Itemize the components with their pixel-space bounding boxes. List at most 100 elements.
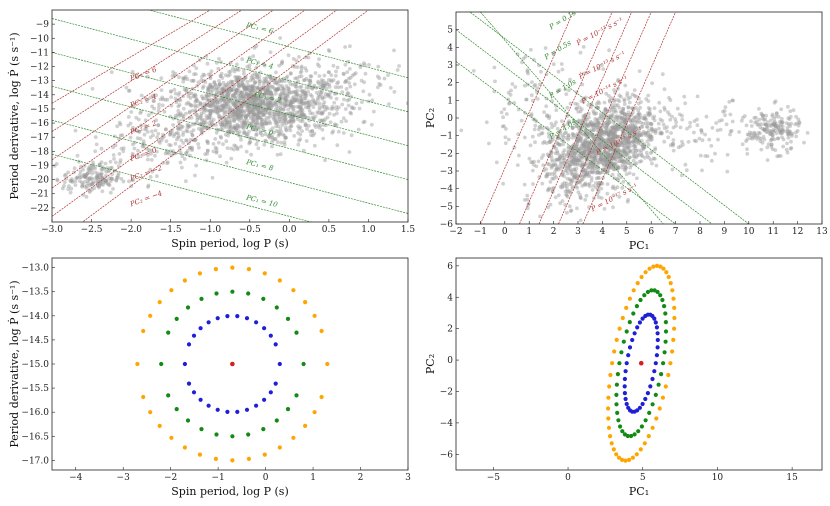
scatter-point xyxy=(265,88,270,93)
scatter-point xyxy=(780,128,784,133)
scatter-point xyxy=(279,79,284,84)
scatter-point xyxy=(208,82,212,87)
scatter-point xyxy=(575,139,580,143)
scatter-point xyxy=(591,160,596,165)
y-tick-label: 4 xyxy=(447,43,453,53)
red-line-label: Ṗ = 10⁻¹³ s s⁻¹ xyxy=(576,49,627,82)
scatter-point xyxy=(240,113,244,118)
ring-point-green xyxy=(230,434,235,439)
scatter-point xyxy=(617,105,622,110)
y-tick-label: −6 xyxy=(440,450,454,460)
scatter-point xyxy=(208,109,213,114)
scatter-point xyxy=(524,97,529,102)
ring-point-blue xyxy=(273,381,278,386)
scatter-point xyxy=(363,71,368,76)
scatter-point xyxy=(251,115,256,120)
scatter-point xyxy=(229,156,234,161)
scatter-point xyxy=(306,85,311,90)
scatter-point xyxy=(271,137,276,142)
scatter-point xyxy=(235,99,239,103)
scatter-point xyxy=(580,142,585,146)
scatter-point xyxy=(623,150,627,155)
scatter-point xyxy=(251,54,256,59)
scatter-point xyxy=(554,163,558,168)
scatter-point xyxy=(199,121,204,126)
scatter-point xyxy=(659,131,664,136)
scatter-point xyxy=(621,149,626,153)
ring-point-orange xyxy=(606,416,611,421)
scatter-point xyxy=(310,86,315,91)
x-tick-label: 0.5 xyxy=(322,225,337,235)
scatter-point xyxy=(621,179,626,184)
scatter-point xyxy=(252,84,256,89)
scatter-point xyxy=(263,132,268,137)
scatter-point xyxy=(601,67,606,71)
scatter-point xyxy=(238,104,243,109)
ring-point-green xyxy=(214,432,219,437)
scatter-point xyxy=(388,86,393,90)
scatter-point xyxy=(109,70,114,75)
scatter-point xyxy=(635,176,639,181)
scatter-point xyxy=(83,175,88,179)
ring-point-orange xyxy=(606,425,612,430)
scatter-point xyxy=(658,109,663,114)
scatter-point xyxy=(211,85,216,90)
ring-point-blue xyxy=(640,316,645,321)
scatter-point xyxy=(263,118,267,123)
scatter-point xyxy=(189,103,194,107)
scatter-point xyxy=(795,129,800,133)
green-line-label: PC₁ = 6 xyxy=(244,21,274,36)
scatter-point xyxy=(186,125,191,129)
ring-point-orange xyxy=(663,384,668,389)
scatter-point xyxy=(317,105,322,109)
scatter-point xyxy=(277,96,282,101)
scatter-point xyxy=(616,155,621,160)
scatter-point xyxy=(312,116,316,121)
scatter-point xyxy=(630,118,634,122)
scatter-point xyxy=(233,109,238,114)
scatter-point xyxy=(204,158,209,163)
scatter-point xyxy=(246,94,251,99)
scatter-point xyxy=(770,147,775,152)
scatter-point xyxy=(108,166,113,171)
scatter-point xyxy=(703,132,707,137)
scatter-point xyxy=(356,127,361,132)
scatter-point xyxy=(636,135,641,140)
scatter-point xyxy=(564,92,569,96)
ring-point-green xyxy=(285,316,291,321)
scatter-point xyxy=(628,118,632,123)
scatter-point xyxy=(218,74,223,78)
scatter-point xyxy=(293,76,297,81)
scatter-point xyxy=(234,128,239,133)
scatter-point xyxy=(145,130,150,134)
scatter-point xyxy=(172,74,177,78)
x-tick-label: −4 xyxy=(69,473,83,483)
scatter-point xyxy=(289,105,293,110)
red-contour-line xyxy=(52,10,243,132)
ring-point-orange xyxy=(135,361,140,367)
scatter-point xyxy=(554,167,558,172)
scatter-point xyxy=(298,105,303,110)
scatter-point xyxy=(616,178,621,182)
scatter-point xyxy=(283,97,287,101)
scatter-point xyxy=(548,202,553,207)
scatter-point xyxy=(99,173,104,177)
scatter-point xyxy=(350,73,355,78)
scatter-point xyxy=(103,161,108,166)
scatter-point xyxy=(371,109,376,114)
scatter-point xyxy=(275,152,280,157)
ring-point-blue xyxy=(198,326,203,331)
ring-point-blue xyxy=(198,397,203,402)
scatter-point xyxy=(284,135,288,140)
scatter-point xyxy=(790,131,795,136)
ring-point-green xyxy=(614,382,620,387)
scatter-point xyxy=(545,172,549,177)
scatter-point xyxy=(552,170,557,175)
scatter-point xyxy=(345,91,350,95)
scatter-point xyxy=(258,79,263,84)
chart-tr: P = 0.1sP = 0.5sP = 1.0sP = 4.0sṖ = 10⁻¹… xyxy=(424,11,828,252)
scatter-point xyxy=(93,166,98,171)
scatter-point xyxy=(529,47,533,52)
scatter-point xyxy=(295,76,299,80)
scatter-point xyxy=(212,99,217,104)
